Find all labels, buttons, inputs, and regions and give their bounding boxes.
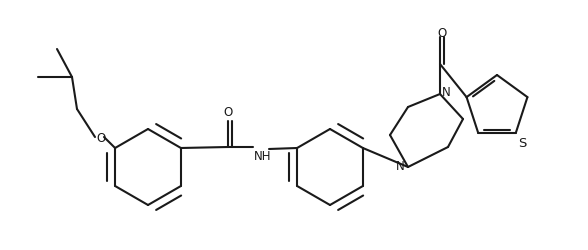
Text: N: N [396,160,405,173]
Text: N: N [442,86,451,99]
Text: NH: NH [254,150,272,162]
Text: O: O [96,131,105,144]
Text: O: O [223,106,233,118]
Text: O: O [437,27,446,40]
Text: S: S [518,136,526,149]
